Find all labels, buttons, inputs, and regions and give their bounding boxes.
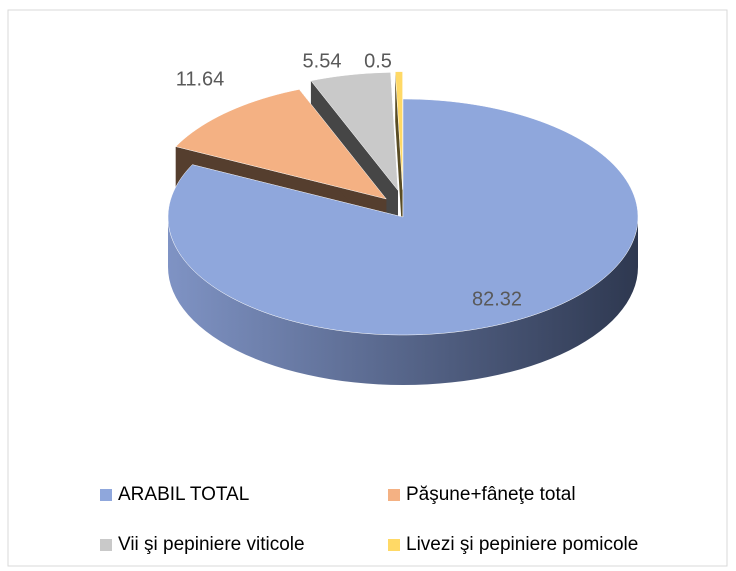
slice-top: [394, 71, 403, 190]
legend: ARABIL TOTAL Păşune+fâneţe total Vii şi pe…: [100, 484, 638, 555]
legend-swatch: [388, 539, 400, 551]
slice-wall: [168, 217, 638, 385]
slice-top: [310, 72, 399, 192]
legend-swatch: [100, 539, 112, 551]
legend-swatch: [100, 489, 112, 501]
pie-slice: [394, 71, 403, 240]
pie: 82.32 11.64 5.54 0.5: [167, 50, 639, 385]
slice-side-face: [395, 71, 403, 240]
slice-top: [167, 98, 639, 336]
slice-top: [175, 89, 387, 200]
legend-label: Păşune+fâneţe total: [406, 484, 576, 505]
data-label: 0.5: [364, 50, 392, 72]
legend-swatch: [388, 489, 400, 501]
data-label: 5.54: [303, 50, 342, 72]
data-label: 11.64: [176, 68, 225, 90]
legend-label: Vii şi pepiniere viticole: [118, 534, 305, 555]
legend-label: ARABIL TOTAL: [118, 484, 249, 505]
pie-slice: [167, 98, 639, 385]
data-label: 82.32: [472, 288, 522, 310]
legend-label: Livezi şi pepiniere pomicole: [406, 534, 638, 555]
